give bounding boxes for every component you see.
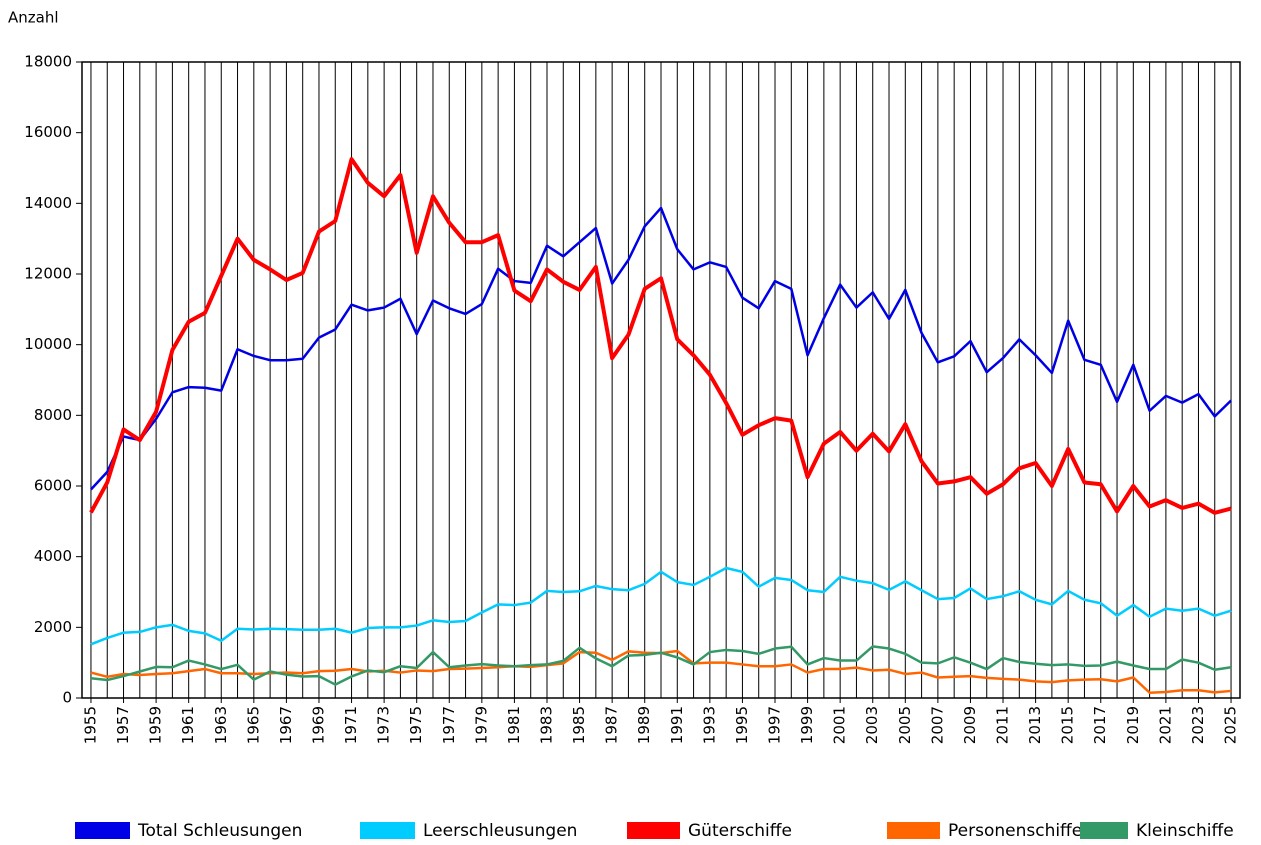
y-tick-label: 8000 xyxy=(34,406,72,424)
series-line xyxy=(89,157,1232,515)
legend-label: Personenschiffe xyxy=(948,821,1082,841)
y-axis-label: Anzahl xyxy=(8,9,59,27)
x-tick-label: 2021 xyxy=(1156,706,1174,744)
series-line xyxy=(90,566,1232,646)
legend-swatch xyxy=(360,822,415,839)
x-tick-label: 2003 xyxy=(863,706,881,744)
x-tick-label: 1963 xyxy=(212,706,230,744)
x-tick-label: 1965 xyxy=(244,706,262,744)
x-tick-label: 1979 xyxy=(472,706,490,744)
y-tick-label: 2000 xyxy=(34,618,72,636)
x-tick-label: 1987 xyxy=(603,706,621,744)
legend-swatch xyxy=(1080,822,1128,839)
legend-swatch xyxy=(887,822,940,839)
x-tick-label: 1957 xyxy=(114,706,132,744)
x-tick-label: 1977 xyxy=(440,706,458,744)
y-tick-label: 12000 xyxy=(24,265,72,283)
y-tick-label: 16000 xyxy=(24,123,72,141)
x-tick-label: 1971 xyxy=(342,706,360,744)
x-tick-label: 1999 xyxy=(798,706,816,744)
y-tick-label: 18000 xyxy=(24,53,72,71)
x-tick-label: 2017 xyxy=(1091,706,1109,744)
x-tick-label: 1981 xyxy=(505,706,523,744)
y-tick-label: 0 xyxy=(62,689,72,707)
x-tick-label: 1997 xyxy=(766,706,784,744)
y-tick-label: 4000 xyxy=(34,547,72,565)
x-tick-label: 1973 xyxy=(375,706,393,744)
x-tick-label: 1967 xyxy=(277,706,295,744)
legend-label: Leerschleusungen xyxy=(423,821,577,841)
x-tick-label: 2005 xyxy=(896,706,914,744)
x-tick-label: 2025 xyxy=(1222,706,1240,744)
x-tick-label: 1975 xyxy=(407,706,425,744)
x-tick-label: 1969 xyxy=(309,706,327,744)
x-tick-label: 2023 xyxy=(1189,706,1207,744)
legend-swatch xyxy=(627,822,680,839)
x-tick-label: 1995 xyxy=(733,706,751,744)
y-tick-label: 6000 xyxy=(34,477,72,495)
legend-swatch xyxy=(75,822,130,839)
x-tick-label: 1985 xyxy=(570,706,588,744)
legend-label: Total Schleusungen xyxy=(137,821,302,841)
x-tick-label: 2015 xyxy=(1059,706,1077,744)
x-tick-label: 1961 xyxy=(179,706,197,744)
x-tick-label: 2001 xyxy=(831,706,849,744)
x-tick-label: 2007 xyxy=(928,706,946,744)
x-tick-label: 2009 xyxy=(961,706,979,744)
x-tick-label: 1993 xyxy=(700,706,718,744)
x-tick-label: 1959 xyxy=(147,706,165,744)
y-tick-label: 14000 xyxy=(24,194,72,212)
x-tick-label: 1955 xyxy=(81,706,99,744)
legend-label: Güterschiffe xyxy=(688,821,792,841)
y-tick-label: 10000 xyxy=(24,335,72,353)
x-tick-label: 1983 xyxy=(537,706,555,744)
series-line xyxy=(90,645,1232,686)
x-tick-label: 1989 xyxy=(635,706,653,744)
x-tick-label: 2013 xyxy=(1026,706,1044,744)
x-tick-label: 1991 xyxy=(668,706,686,744)
plot-frame xyxy=(81,61,1241,699)
x-tick-label: 2011 xyxy=(994,706,1012,744)
series-line xyxy=(90,206,1232,491)
legend-label: Kleinschiffe xyxy=(1136,821,1234,841)
x-tick-label: 2019 xyxy=(1124,706,1142,744)
